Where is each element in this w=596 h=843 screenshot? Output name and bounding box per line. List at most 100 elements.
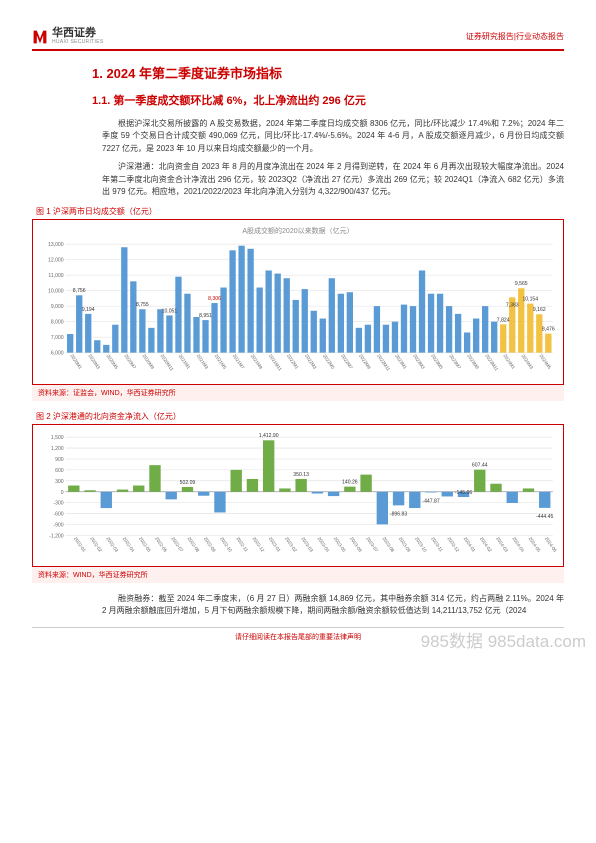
chart-1-title: A股成交额的2020以来数据（亿元）: [37, 226, 559, 236]
svg-text:2022-05: 2022-05: [138, 536, 152, 553]
svg-text:2024-06: 2024-06: [544, 536, 558, 553]
svg-text:2023-04: 2023-04: [317, 536, 331, 553]
svg-text:2024-03: 2024-03: [495, 536, 509, 553]
heading-1: 1. 2024 年第二季度证券市场指标: [92, 63, 564, 82]
svg-text:2020M3: 2020M3: [87, 354, 101, 371]
svg-text:2022-09: 2022-09: [203, 536, 217, 553]
svg-text:2022-02: 2022-02: [89, 536, 103, 553]
svg-text:350.13: 350.13: [293, 472, 309, 478]
svg-text:8,755: 8,755: [136, 303, 149, 309]
svg-text:8,476: 8,476: [542, 327, 555, 333]
svg-text:2023-06: 2023-06: [349, 536, 363, 553]
svg-text:2022-03: 2022-03: [105, 536, 119, 553]
svg-text:8,000: 8,000: [51, 320, 64, 326]
svg-text:-900: -900: [53, 522, 63, 528]
svg-text:2020M1: 2020M1: [69, 354, 83, 371]
svg-text:2023-02: 2023-02: [284, 536, 298, 553]
logo-subtext: HUAXI SECURITIES: [52, 39, 103, 45]
svg-text:12,000: 12,000: [48, 258, 64, 264]
svg-text:600: 600: [55, 468, 64, 474]
figure-label-2: 图 2 沪深港通的北向资金净流入（亿元）: [36, 411, 564, 422]
svg-text:2022M1: 2022M1: [286, 354, 300, 371]
chart-1: A股成交额的2020以来数据（亿元） 6,0007,0008,0009,0001…: [32, 219, 564, 384]
svg-text:2022M5: 2022M5: [322, 354, 336, 371]
svg-text:2021M9: 2021M9: [250, 354, 264, 371]
chart-2-svg: -1,200-900-600-30003006009001,2001,50020…: [37, 431, 559, 564]
svg-text:9,194: 9,194: [82, 307, 95, 313]
svg-text:2023M3: 2023M3: [412, 354, 426, 371]
svg-text:2022-01: 2022-01: [73, 536, 87, 553]
paragraph: 根据沪深北交易所披露的 A 股交易数据，2024 年第二季度日均成交额 8306…: [102, 118, 564, 155]
paragraph: 融资融券：截至 2024 年二季度末，（6 月 27 日）两融余额 14,869…: [102, 593, 564, 618]
svg-text:2022-11: 2022-11: [235, 536, 249, 553]
svg-text:502.09: 502.09: [180, 480, 196, 486]
svg-text:8,306: 8,306: [208, 296, 221, 302]
svg-text:-300: -300: [53, 500, 63, 506]
svg-text:2023-10: 2023-10: [414, 536, 428, 553]
source-2: 资料来源：WIND，华西证券研究所: [32, 567, 564, 583]
header-category: 证券研究报告|行业动态报告: [466, 31, 564, 42]
svg-text:2023M1: 2023M1: [394, 354, 408, 371]
svg-text:11,000: 11,000: [48, 274, 63, 280]
heading-2: 1.1. 第一季度成交额环比减 6%，北上净流出约 296 亿元: [92, 92, 564, 108]
svg-text:140.26: 140.26: [342, 479, 358, 485]
svg-text:2021M3: 2021M3: [196, 354, 210, 371]
svg-text:2022-12: 2022-12: [252, 536, 266, 553]
svg-text:2022M9: 2022M9: [358, 354, 372, 371]
figure-label-1: 图 1 沪深两市日均成交额（亿元）: [36, 206, 564, 217]
page-header: 华西证券 HUAXI SECURITIES 证券研究报告|行业动态报告: [32, 28, 564, 51]
svg-text:1,200: 1,200: [51, 446, 64, 452]
svg-text:2024-04: 2024-04: [511, 536, 525, 553]
logo: 华西证券 HUAXI SECURITIES: [32, 28, 103, 45]
svg-text:2020M9: 2020M9: [142, 354, 156, 371]
svg-text:300: 300: [55, 478, 64, 484]
svg-text:2023-01: 2023-01: [268, 536, 282, 553]
svg-text:2024M1: 2024M1: [502, 354, 516, 371]
svg-text:6,000: 6,000: [51, 351, 64, 357]
svg-text:-896.83: -896.83: [390, 511, 407, 517]
svg-text:2022M3: 2022M3: [304, 354, 318, 371]
svg-text:2023-08: 2023-08: [382, 536, 396, 553]
chart-2: -1,200-900-600-30003006009001,2001,50020…: [32, 424, 564, 567]
svg-text:-1,200: -1,200: [49, 533, 64, 539]
svg-text:2023M11: 2023M11: [484, 354, 499, 373]
paragraph: 沪深港通：北向资金自 2023 年 8 月的月度净流出在 2024 年 2 月得…: [102, 161, 564, 198]
svg-text:2023M7: 2023M7: [448, 354, 462, 371]
svg-text:8,951: 8,951: [199, 313, 212, 319]
svg-text:2022-08: 2022-08: [187, 536, 201, 553]
svg-text:2020M11: 2020M11: [160, 354, 175, 373]
svg-text:2023-12: 2023-12: [446, 536, 460, 553]
svg-text:7,000: 7,000: [51, 336, 64, 342]
svg-text:2022-06: 2022-06: [154, 536, 168, 553]
svg-text:900: 900: [55, 457, 64, 463]
svg-text:-444.45: -444.45: [536, 514, 553, 520]
svg-text:2022M11: 2022M11: [376, 354, 391, 373]
page: 华西证券 HUAXI SECURITIES 证券研究报告|行业动态报告 1. 2…: [0, 0, 596, 656]
logo-icon: [32, 29, 48, 45]
svg-text:-600: -600: [53, 511, 63, 517]
svg-text:607.44: 607.44: [472, 462, 488, 468]
svg-text:2022-10: 2022-10: [219, 536, 233, 553]
svg-text:2021M7: 2021M7: [232, 354, 246, 371]
svg-text:2022-04: 2022-04: [122, 536, 136, 553]
svg-text:2023-05: 2023-05: [333, 536, 347, 553]
chart-1-svg: 6,0007,0008,0009,00010,00011,00012,00013…: [37, 238, 559, 381]
svg-text:2020M7: 2020M7: [123, 354, 137, 371]
svg-text:-447.87: -447.87: [422, 498, 439, 504]
svg-text:13,000: 13,000: [48, 243, 64, 249]
logo-text: 华西证券: [52, 28, 103, 39]
svg-text:8,756: 8,756: [73, 289, 86, 295]
svg-text:2020M5: 2020M5: [105, 354, 119, 371]
svg-text:2023-11: 2023-11: [430, 536, 444, 553]
svg-text:2024-05: 2024-05: [528, 536, 542, 553]
svg-text:2023-07: 2023-07: [365, 536, 379, 553]
source-1: 资料来源：证监会，WIND，华西证券研究所: [32, 385, 564, 401]
svg-text:7,383: 7,383: [506, 303, 519, 309]
svg-text:2023M5: 2023M5: [430, 354, 444, 371]
svg-text:10,154: 10,154: [522, 297, 538, 303]
svg-text:1,500: 1,500: [51, 435, 64, 441]
svg-text:9,162: 9,162: [533, 308, 546, 314]
svg-text:2022-07: 2022-07: [170, 536, 184, 553]
svg-text:2021M1: 2021M1: [178, 354, 192, 371]
svg-text:1,412.90: 1,412.90: [259, 433, 279, 439]
